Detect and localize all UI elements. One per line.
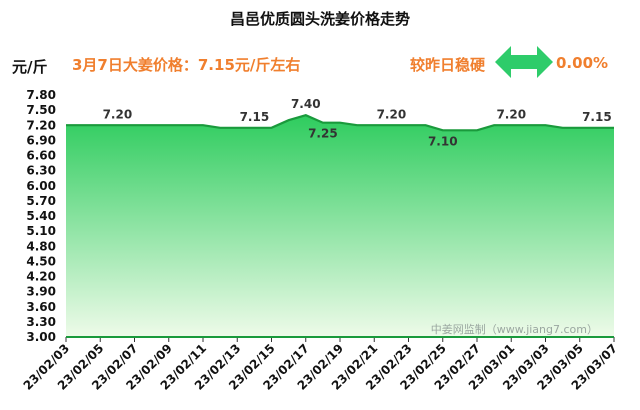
y-tick-label: 5.70 <box>26 194 56 208</box>
data-label: 7.20 <box>496 107 526 121</box>
data-label: 7.20 <box>377 107 407 121</box>
double-arrow-icon <box>495 46 553 78</box>
y-axis: 3.003.303.603.904.20 4.504.805.105.405.70… <box>26 88 56 344</box>
chart-title: 昌邑优质圆头洗姜价格走势 <box>229 10 410 28</box>
data-label: 7.15 <box>582 110 612 124</box>
y-axis-unit-label: 元/斤 <box>12 58 48 76</box>
data-label: 7.10 <box>428 134 458 148</box>
y-tick-label: 6.60 <box>26 149 56 163</box>
data-label: 7.15 <box>240 110 270 124</box>
data-label: 7.20 <box>103 107 133 121</box>
y-tick-label: 4.50 <box>26 254 56 268</box>
y-tick-label: 3.30 <box>26 315 56 329</box>
area-fill <box>66 115 614 337</box>
series-line <box>66 114 614 132</box>
y-tick-label: 6.90 <box>26 133 56 147</box>
data-label: 7.40 <box>291 97 321 111</box>
y-tick-label: 5.40 <box>26 209 56 223</box>
compare-label: 较昨日稳硬 <box>410 56 486 74</box>
y-tick-label: 3.90 <box>26 285 56 299</box>
y-tick-label: 6.00 <box>26 179 56 193</box>
watermark: 中姜网监制（www.jiang7.com） <box>431 322 598 336</box>
y-tick-label: 4.20 <box>26 270 56 284</box>
data-label: 7.25 <box>308 127 338 141</box>
y-tick-label: 3.60 <box>26 300 56 314</box>
y-tick-label: 7.80 <box>26 88 56 102</box>
y-tick-label: 6.30 <box>26 164 56 178</box>
x-axis: 23/02/0323/02/0523/02/0723/02/0923/02/11… <box>21 337 620 393</box>
y-tick-label: 7.50 <box>26 103 56 117</box>
price-note: 3月7日大姜价格：7.15元/斤左右 <box>72 56 301 74</box>
y-tick-label: 5.10 <box>26 224 56 238</box>
y-tick-label: 7.20 <box>26 118 56 132</box>
y-tick-label: 3.00 <box>26 330 56 344</box>
data-labels: 7.20 7.15 7.40 7.25 7.20 7.10 7.20 7.15 <box>103 97 612 148</box>
change-percent: 0.00% <box>556 54 609 72</box>
y-tick-label: 4.80 <box>26 239 56 253</box>
